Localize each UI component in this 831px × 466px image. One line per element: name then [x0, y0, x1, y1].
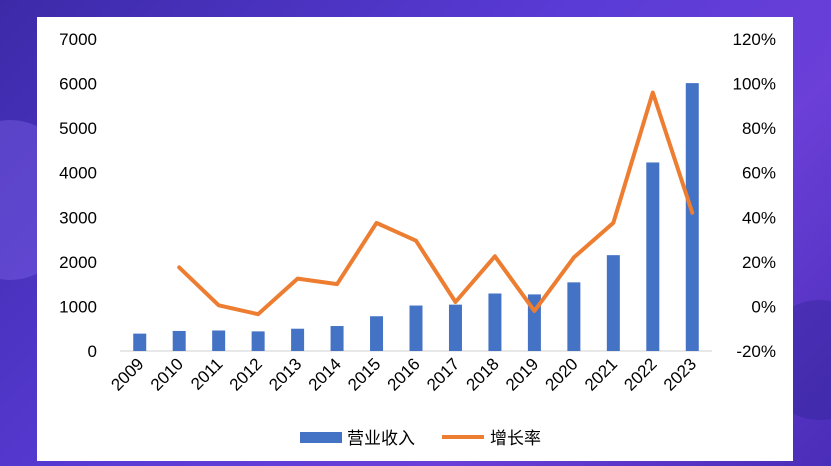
- revenue-bar: [448, 304, 462, 351]
- left-axis-tick-label: 2000: [59, 253, 97, 272]
- category-label: 2010: [147, 354, 187, 394]
- growth-line-series: [177, 90, 695, 317]
- right-axis-tick-label: 40%: [742, 208, 776, 227]
- left-axis-tick-label: 1000: [59, 297, 97, 316]
- category-label: 2014: [305, 354, 345, 394]
- revenue-bar: [646, 162, 660, 351]
- revenue-bar: [133, 333, 147, 351]
- right-axis-tick-label: 20%: [742, 253, 776, 272]
- revenue-bar: [212, 330, 226, 351]
- right-axis-tick-label: 80%: [742, 119, 776, 138]
- chart-panel: 0 1000 2000 3000 4000 5000 6000 7000 -20% 0% 20% 4…: [37, 17, 793, 461]
- legend-bar-swatch: [300, 432, 342, 443]
- category-label: 2015: [344, 354, 384, 394]
- category-label: 2018: [463, 354, 503, 394]
- right-axis-tick-label: 100%: [733, 75, 776, 94]
- revenue-bar: [251, 331, 265, 351]
- legend-label-revenue: 营业收入: [347, 429, 415, 448]
- category-label: 2019: [502, 354, 542, 394]
- revenue-bar: [567, 282, 581, 351]
- category-label: 2021: [581, 354, 621, 394]
- category-label: 2011: [187, 354, 226, 393]
- left-axis-tick-label: 5000: [59, 119, 97, 138]
- left-axis-tick-label: 0: [88, 342, 97, 361]
- category-label: 2009: [107, 354, 147, 394]
- category-label: 2022: [620, 354, 660, 394]
- left-axis-tick-label: 4000: [59, 164, 97, 183]
- left-axis-tick-label: 7000: [59, 30, 97, 49]
- right-axis-tick-label: 0%: [751, 297, 776, 316]
- revenue-bar: [291, 328, 305, 351]
- combo-chart: 0 1000 2000 3000 4000 5000 6000 7000 -20% 0% 20% 4…: [59, 30, 776, 448]
- revenue-bar: [488, 293, 502, 351]
- right-axis-tick-label: 120%: [733, 30, 776, 49]
- left-axis-tick-label: 6000: [59, 75, 97, 94]
- category-label: 2016: [384, 354, 424, 394]
- right-axis-tick-label: 60%: [742, 164, 776, 183]
- revenue-bar: [409, 305, 423, 351]
- category-label: 2017: [423, 354, 463, 394]
- category-label: 2013: [265, 354, 305, 394]
- revenue-bar: [330, 326, 344, 351]
- category-label: 2012: [226, 354, 266, 394]
- left-axis-tick-label: 3000: [59, 208, 97, 227]
- category-label: 2023: [660, 354, 700, 394]
- category-label: 2020: [542, 354, 582, 394]
- revenue-bar: [370, 316, 384, 351]
- revenue-bar: [685, 83, 699, 351]
- revenue-bar: [172, 330, 186, 351]
- revenue-bar: [606, 255, 620, 351]
- right-axis-tick-label: -20%: [736, 342, 776, 361]
- legend-label-growth: 增长率: [490, 429, 541, 448]
